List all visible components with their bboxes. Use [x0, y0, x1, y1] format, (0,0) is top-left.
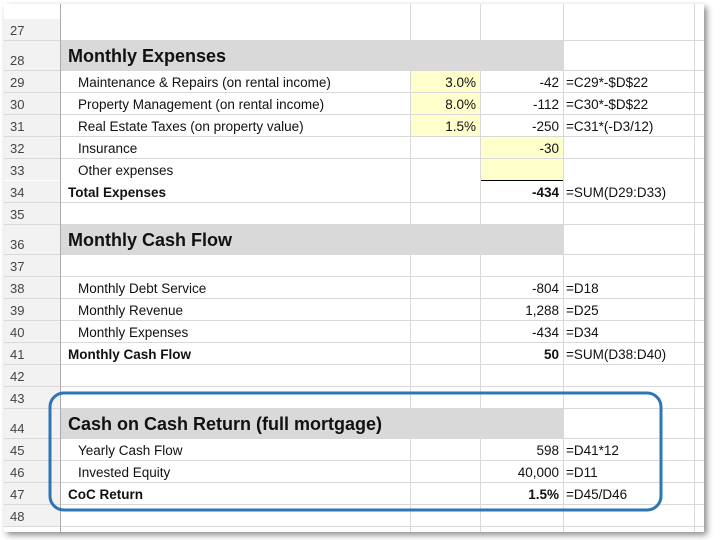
value: -434 — [531, 184, 559, 200]
row-label: Monthly Expenses — [78, 324, 189, 340]
grid-line — [4, 386, 704, 387]
row-number: 37 — [4, 255, 60, 277]
row-number: 44 — [4, 409, 60, 439]
formula: =SUM(D29:D33) — [566, 184, 667, 200]
value: 598 — [536, 442, 559, 458]
percent: 8.0% — [445, 96, 476, 112]
row-number: 28 — [4, 41, 60, 71]
row-number: 40 — [4, 321, 60, 343]
section-title: Cash on Cash Return (full mortgage) — [68, 413, 383, 434]
row-number: 36 — [4, 225, 60, 255]
row-label: Real Estate Taxes (on property value) — [78, 118, 304, 134]
value: 1,288 — [525, 302, 559, 318]
section-title: Monthly Expenses — [68, 45, 227, 66]
row-number: 45 — [4, 439, 60, 461]
row-label: Property Management (on rental income) — [78, 96, 325, 112]
percent: 1.5% — [445, 118, 476, 134]
formula: =D18 — [566, 280, 599, 296]
value: -42 — [539, 74, 559, 90]
section-header-fill — [60, 225, 563, 255]
row-number: 47 — [4, 483, 60, 505]
formula: =C31*(-D3/12) — [566, 118, 654, 134]
row-label: Monthly Cash Flow — [68, 346, 191, 362]
value: 50 — [543, 346, 559, 362]
section-header-fill — [60, 41, 563, 71]
value: -112 — [532, 96, 559, 112]
grid-line — [4, 504, 704, 505]
input-cell — [480, 137, 563, 159]
input-cell — [410, 71, 480, 93]
row-number: 39 — [4, 299, 60, 321]
grid-line — [4, 320, 704, 321]
grid-line — [563, 4, 564, 532]
row-number: 35 — [4, 203, 60, 225]
input-cell — [410, 93, 480, 115]
row-number: 33 — [4, 159, 60, 181]
value: -30 — [539, 140, 559, 156]
grid-line — [4, 158, 704, 159]
row-number: 27 — [4, 19, 60, 41]
value: -250 — [531, 118, 559, 134]
grid-line — [4, 202, 704, 203]
row-number: 43 — [4, 387, 60, 409]
formula: =D34 — [566, 324, 599, 340]
row-label: Yearly Cash Flow — [78, 442, 183, 458]
input-cell — [410, 115, 480, 137]
grid-line — [4, 364, 704, 365]
row-number: 41 — [4, 343, 60, 365]
percent: 3.0% — [445, 74, 476, 90]
value: -434 — [531, 324, 559, 340]
value: 40,000 — [517, 464, 559, 480]
row-label: Insurance — [78, 140, 138, 156]
grid-line — [60, 4, 61, 532]
grid-line — [4, 70, 704, 71]
value: 1.5% — [528, 486, 559, 502]
row-number: 38 — [4, 277, 60, 299]
grid-line — [4, 342, 704, 343]
cell-border — [480, 180, 563, 181]
input-cell — [480, 159, 563, 181]
row-number: 42 — [4, 365, 60, 387]
row-label: Total Expenses — [68, 184, 167, 200]
formula: =D25 — [566, 302, 599, 318]
formula: =D41*12 — [566, 442, 619, 458]
grid-line — [4, 224, 704, 225]
row-number: 29 — [4, 71, 60, 93]
grid-line — [4, 136, 704, 137]
formula: =D45/D46 — [566, 486, 628, 502]
row-number: 34 — [4, 181, 60, 203]
formula: =D11 — [566, 464, 598, 480]
grid-line — [4, 92, 704, 93]
row-number: 48 — [4, 505, 60, 527]
grid-line — [4, 254, 704, 255]
grid-line — [4, 114, 704, 115]
grid-line — [410, 4, 411, 532]
row-number: 46 — [4, 461, 60, 483]
grid-line — [480, 4, 481, 532]
row-number: 32 — [4, 137, 60, 159]
section-title: Monthly Cash Flow — [68, 229, 232, 250]
grid-line — [4, 276, 704, 277]
row-label: Monthly Debt Service — [78, 280, 207, 296]
row-label: Monthly Revenue — [78, 302, 184, 318]
grid-line — [4, 180, 704, 181]
value: -804 — [531, 280, 559, 296]
formula: =C30*-$D$22 — [566, 96, 649, 112]
grid-line — [694, 4, 695, 532]
grid-line — [4, 526, 704, 527]
formula: =SUM(D38:D40) — [566, 346, 667, 362]
row-label: Invested Equity — [78, 464, 171, 480]
row-number: 30 — [4, 93, 60, 115]
row-label: CoC Return — [68, 486, 143, 502]
row-label: Other expenses — [78, 162, 174, 178]
formula: =C29*-$D$22 — [566, 74, 649, 90]
row-number: 31 — [4, 115, 60, 137]
row-label: Maintenance & Repairs (on rental income) — [78, 74, 331, 90]
spreadsheet: 27 28 Monthly Expenses 29 Maintenance & Repa… — [4, 4, 704, 532]
grid-line — [4, 40, 704, 41]
grid-line — [4, 298, 704, 299]
